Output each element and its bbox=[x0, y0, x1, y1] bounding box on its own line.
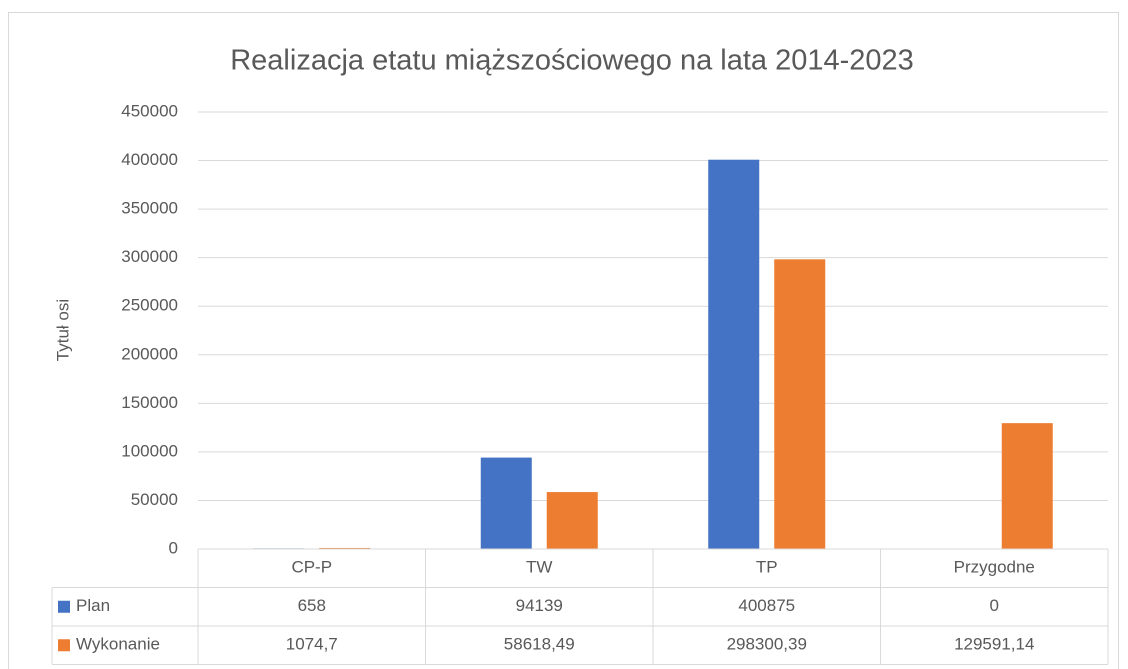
y-tick-label: 50000 bbox=[131, 490, 178, 509]
y-tick-label: 300000 bbox=[121, 247, 178, 266]
table-value: 1074,7 bbox=[286, 635, 338, 654]
y-tick-label: 100000 bbox=[121, 441, 178, 460]
legend-label: Wykonanie bbox=[76, 635, 160, 654]
table-value: 58618,49 bbox=[504, 635, 575, 654]
chart-border bbox=[8, 12, 1119, 669]
bar bbox=[774, 259, 826, 549]
chart-title: Realizacja etatu miąższościowego na lata… bbox=[230, 45, 914, 77]
bar bbox=[1001, 423, 1053, 549]
table-value: 129591,14 bbox=[954, 635, 1034, 654]
legend-label: Plan bbox=[76, 596, 110, 615]
table-value: 94139 bbox=[516, 596, 563, 615]
bar bbox=[546, 492, 598, 549]
bar bbox=[480, 457, 532, 549]
x-tick-label: TW bbox=[526, 558, 552, 577]
x-tick-label: CP-P bbox=[291, 558, 332, 577]
table-value: 658 bbox=[298, 596, 326, 615]
x-tick-label: TP bbox=[756, 558, 778, 577]
y-tick-label: 250000 bbox=[121, 296, 178, 315]
table-value: 298300,39 bbox=[727, 635, 807, 654]
y-tick-label: 0 bbox=[169, 538, 178, 557]
y-axis-title: Tytuł osi bbox=[53, 299, 72, 361]
y-tick-label: 400000 bbox=[121, 150, 178, 169]
table-value: 0 bbox=[990, 596, 999, 615]
legend-key bbox=[58, 600, 70, 613]
table-value: 400875 bbox=[738, 596, 795, 615]
legend-key bbox=[58, 639, 70, 652]
y-tick-label: 450000 bbox=[121, 101, 178, 120]
y-tick-label: 350000 bbox=[121, 199, 178, 218]
x-tick-label: Przygodne bbox=[954, 558, 1035, 577]
bar bbox=[708, 159, 760, 550]
bar bbox=[319, 547, 371, 549]
y-tick-label: 200000 bbox=[121, 344, 178, 363]
y-tick-label: 150000 bbox=[121, 393, 178, 412]
